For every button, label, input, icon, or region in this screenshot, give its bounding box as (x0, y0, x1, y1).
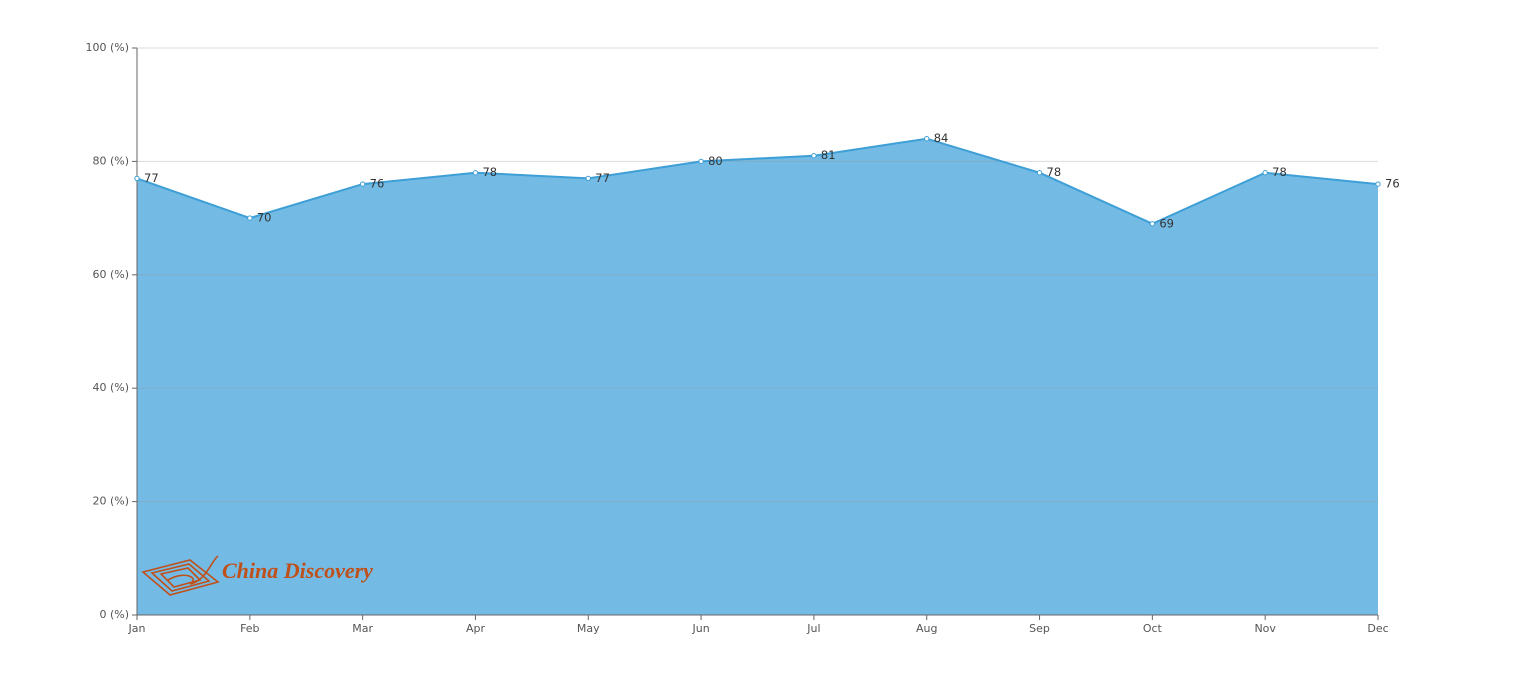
x-tick-label: Aug (916, 622, 937, 635)
y-tick-label: 60 (%) (92, 268, 129, 281)
y-tick-label: 40 (%) (92, 381, 129, 394)
watermark-logo (141, 555, 220, 596)
x-tick-label: Apr (466, 622, 486, 635)
x-tick-label: Feb (240, 622, 259, 635)
y-tick-label: 80 (%) (92, 154, 129, 167)
x-tick-label: Sep (1029, 622, 1050, 635)
point (698, 158, 704, 165)
point (247, 215, 253, 221)
watermark: China Discovery (222, 558, 373, 583)
x-tick-label: Jan (128, 622, 146, 635)
value-label: 70 (257, 211, 272, 225)
y-tick-label: 100 (%) (85, 41, 129, 54)
point (1375, 181, 1381, 187)
area (137, 138, 1378, 615)
point (585, 175, 591, 182)
x-tick-label: Jul (806, 622, 820, 635)
point (472, 170, 479, 176)
x-tick-label: Dec (1367, 622, 1388, 635)
line (136, 137, 1379, 225)
value-label: 78 (1272, 165, 1287, 179)
value-label: 78 (482, 165, 497, 179)
x-tick-label: May (577, 622, 600, 635)
point (359, 181, 366, 187)
value-label: 76 (370, 177, 385, 191)
point (1262, 170, 1268, 176)
value-label: 81 (821, 148, 836, 162)
x-tick-label: Nov (1254, 622, 1276, 635)
x-tick-label: Jun (691, 622, 709, 635)
point (1149, 221, 1156, 227)
x-tick-label: Oct (1143, 622, 1163, 635)
value-label: 69 (1159, 216, 1174, 230)
point (134, 175, 140, 182)
value-label: 80 (708, 154, 723, 168)
y-tick-label: 0 (%) (99, 608, 129, 621)
y-tick-label: 20 (%) (92, 495, 129, 508)
value-label: 77 (144, 171, 159, 185)
value-label: 78 (1047, 165, 1062, 179)
value-label: 77 (595, 171, 610, 185)
x-tick-label: Mar (352, 622, 373, 635)
point (924, 136, 930, 142)
value-label: 84 (934, 131, 949, 145)
point (811, 153, 817, 159)
value-label: 76 (1385, 177, 1400, 191)
point (1036, 170, 1043, 176)
plot-area: 0 (%) 20 (%) 40 (%) 60 (%) 80 (%) 100 (%) Jan 7… (85, 41, 1399, 635)
